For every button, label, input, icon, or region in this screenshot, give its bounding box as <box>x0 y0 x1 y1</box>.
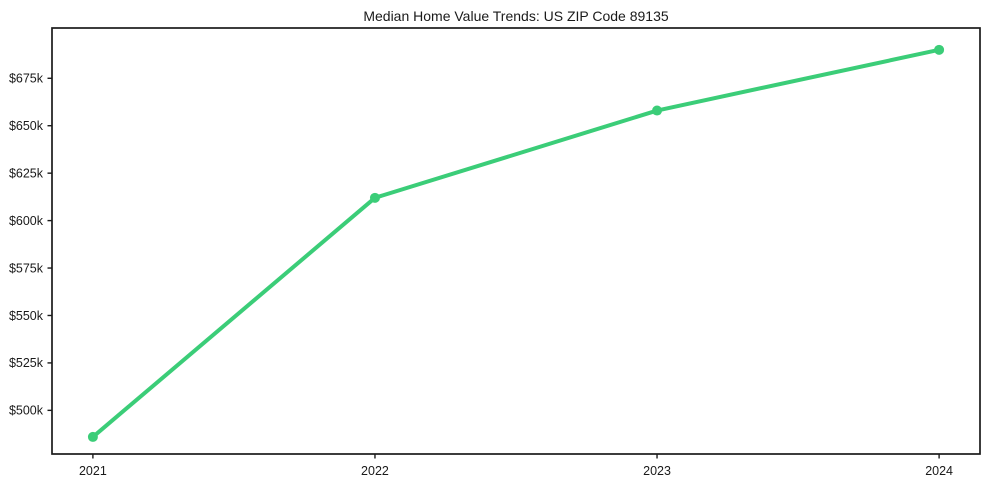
y-axis-tick-label: $600k <box>9 214 44 228</box>
chart-title: Median Home Value Trends: US ZIP Code 89… <box>363 8 669 24</box>
data-point-marker <box>934 44 945 55</box>
x-axis-tick-label: 2022 <box>361 464 389 478</box>
plot-border <box>51 27 981 455</box>
data-point-marker <box>87 431 98 442</box>
y-axis-tick-label: $525k <box>9 356 44 370</box>
x-axis-tick-label: 2024 <box>925 464 953 478</box>
y-axis-tick-label: $550k <box>9 309 44 323</box>
y-axis-tick-label: $575k <box>9 261 44 275</box>
data-point-marker <box>652 105 663 116</box>
y-axis-tick-label: $625k <box>9 166 44 180</box>
y-axis-tick-label: $500k <box>9 404 44 418</box>
x-axis-tick-label: 2021 <box>79 464 107 478</box>
y-axis-tick-label: $675k <box>9 72 44 86</box>
y-axis-tick-label: $650k <box>9 119 44 133</box>
trend-line <box>90 47 942 439</box>
x-axis-tick-label: 2023 <box>643 464 671 478</box>
data-point-marker <box>369 192 380 203</box>
